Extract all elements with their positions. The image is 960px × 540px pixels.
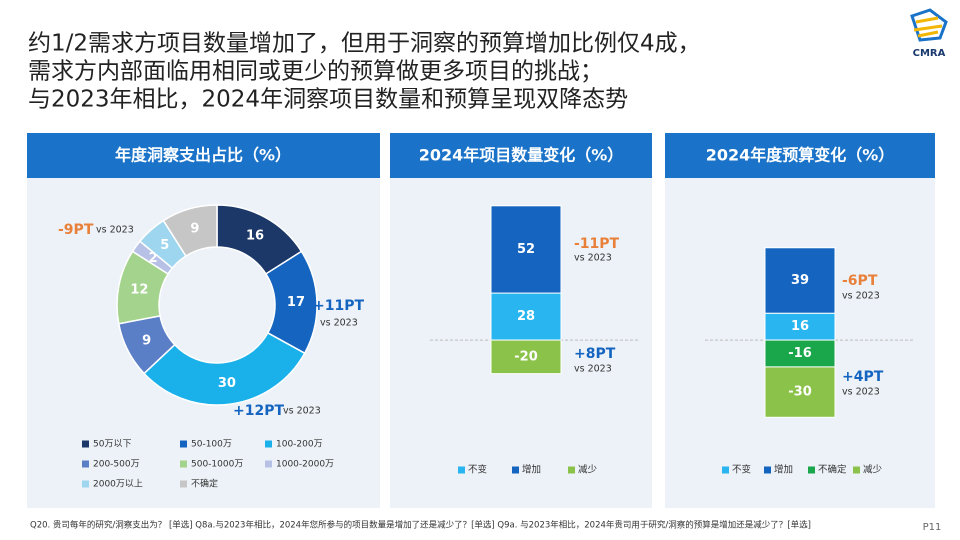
annotation-note: vs 2023 [283,406,321,417]
bar-segment [764,366,836,418]
value-label: 16 [246,228,264,243]
legend-label: 50-100万 [191,440,232,450]
panel-title: 2024年度预算变化（%） [706,146,895,165]
annotation: -11PT [574,236,620,252]
legend-label: 增加 [774,464,793,476]
bar-segment [490,292,562,341]
annotation-note: vs 2023 [842,291,880,302]
footnote: Q20. 贵司每年的研究/洞察支出为？ [单选] Q8a.与2023年相比，20… [30,520,811,531]
value-label: 5 [160,238,169,253]
annotation: +12PT [233,403,284,419]
legend-swatch [568,466,575,474]
logo-shape [913,16,943,38]
donut-slice [162,204,218,258]
value-label: 52 [517,242,535,257]
legend-label: 2000万以上 [93,479,143,490]
panels [27,133,935,508]
legend-swatch [180,480,187,488]
logo: CMRA [910,8,948,59]
legend-label: 不变 [468,464,488,476]
legend-label: 50万以下 [93,440,131,450]
legend-swatch [458,466,465,474]
value-label: 9 [190,222,199,237]
bar-segment [764,312,836,341]
annotation: -6PT [842,273,878,289]
panel-header [665,133,935,178]
annotation: +4PT [842,369,884,385]
legend-swatch [180,460,187,468]
legend-swatch [82,480,89,488]
panel-title: 2024年项目数量变化（%） [419,146,624,165]
title-line: 需求方内部面临用相同或更少的预算做更多项目的挑战； [28,59,603,85]
annotation-note: vs 2023 [320,318,358,329]
value-label: 9 [142,333,151,348]
bar-segment [764,339,836,368]
legend-swatch [722,466,729,474]
donut-slice [143,331,306,406]
value-label: 30 [218,376,236,391]
value-label: -16 [788,346,812,361]
bar-segment [764,247,836,314]
legend-swatch [82,460,89,468]
value-label: 28 [517,309,535,324]
annotation-note: vs 2023 [96,225,134,236]
legend-swatch [764,466,771,474]
legend-label: 不确定 [818,464,847,476]
legend-label: 1000-2000万 [276,460,334,470]
annotation-note: vs 2023 [574,253,612,264]
legend-swatch [512,466,519,474]
annotation: +8PT [574,346,616,362]
logo-text: CMRA [913,48,946,59]
title-line: 与2023年相比，2024年洞察项目数量和预算呈现双降态势 [28,87,628,113]
annotation: +11PT [313,298,364,314]
panel-header [390,133,652,178]
value-label: 12 [130,283,148,298]
legend-label: 不变 [732,464,752,476]
legend-label: 减少 [863,464,883,476]
value-label: 39 [791,273,809,288]
page-number: P11 [923,522,942,533]
value-label: -20 [514,349,538,364]
legend-label: 200-500万 [93,460,140,470]
panel-title: 年度洞察支出占比（%） [115,146,291,165]
value-label: 2 [149,251,158,266]
panel-header [27,133,380,178]
legend-label: 增加 [522,464,541,476]
bar-segment [490,205,562,294]
legend-label: 100-200万 [276,440,323,450]
legend-swatch [265,440,272,448]
value-label: -30 [788,385,812,400]
legend-label: 不确定 [191,478,218,490]
legend-label: 减少 [578,464,598,476]
annotation-note: vs 2023 [574,364,612,375]
value-label: 16 [791,319,809,334]
bar-segment [490,339,562,375]
annotation-note: vs 2023 [842,387,880,398]
legend-swatch [853,466,860,474]
annotation: -9PT [58,222,94,238]
legend-swatch [180,440,187,448]
title-line: 约1/2需求方项目数量增加了，但用于洞察的预算增加比例仅4成， [28,31,701,57]
value-label: 17 [287,295,305,310]
legend-swatch [82,440,89,448]
legend-swatch [265,460,272,468]
legend-label: 500-1000万 [191,460,243,470]
legend-swatch [808,466,815,474]
